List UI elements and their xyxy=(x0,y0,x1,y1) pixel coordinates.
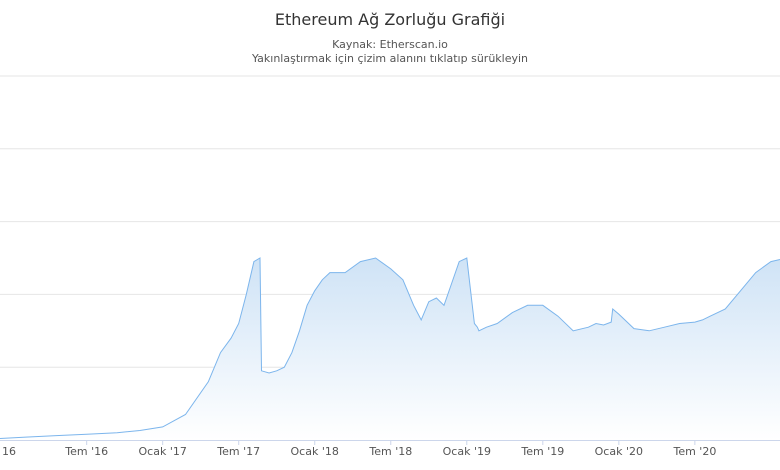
series-area xyxy=(0,257,780,440)
x-tick-label: Tem '17 xyxy=(216,445,260,458)
chart-source: Kaynak: Etherscan.io xyxy=(332,38,448,51)
x-tick-label: Tem '18 xyxy=(368,445,412,458)
x-axis: 16 Tem '16 Ocak '17 Tem '17 Ocak '18 Tem '18 O… xyxy=(0,440,780,458)
x-tick-label: Ocak '18 xyxy=(291,445,339,458)
x-tick-label: Ocak '17 xyxy=(139,445,187,458)
series-area-fill xyxy=(0,258,780,440)
x-tick-label: Tem '19 xyxy=(520,445,564,458)
chart-subtitle: Kaynak: Etherscan.io Yakınlaştırmak için… xyxy=(0,38,780,66)
x-tick-label: Ocak '19 xyxy=(443,445,491,458)
x-tick-label: Tem '20 xyxy=(672,445,716,458)
chart-title: Ethereum Ağ Zorluğu Grafiği xyxy=(274,10,506,29)
series-line xyxy=(0,257,780,439)
x-tick-label: Ocak '20 xyxy=(595,445,643,458)
x-tick-label: Tem '16 xyxy=(64,445,108,458)
zoom-hint: Yakınlaştırmak için çizim alanını tıklat… xyxy=(251,52,529,65)
x-tick-label: 16 xyxy=(2,445,16,458)
